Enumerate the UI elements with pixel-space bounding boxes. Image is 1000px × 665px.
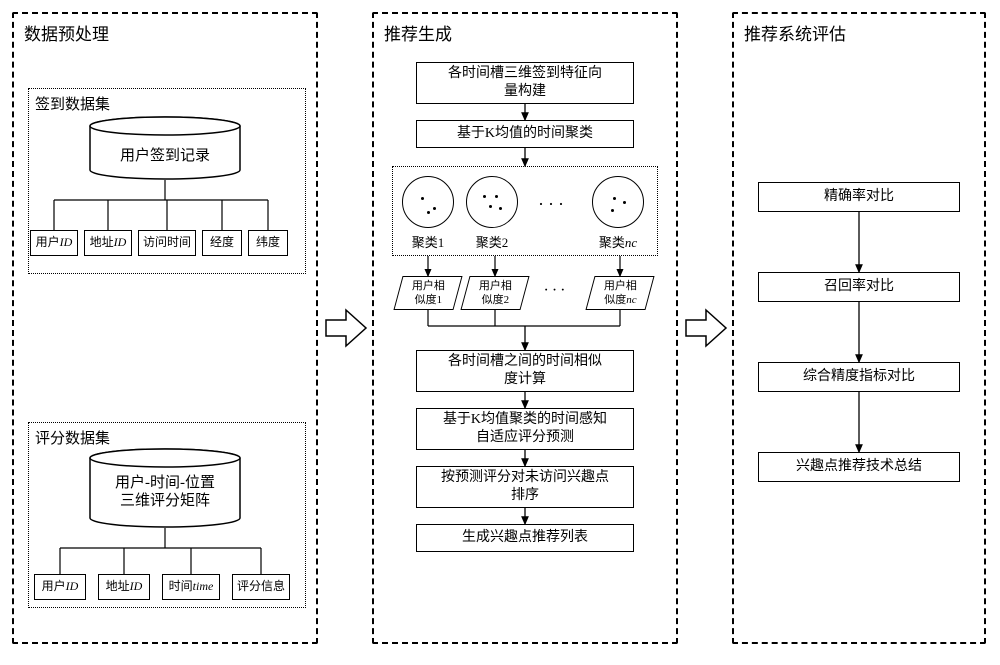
checkin-field-2: 访问时间 xyxy=(138,230,196,256)
cluster-label-2: 聚类2 xyxy=(466,232,518,251)
eval-step-3: 兴趣点推荐技术总结 xyxy=(758,452,960,482)
cluster-label-1: 聚类1 xyxy=(402,232,454,251)
rating-field-2: 时间time xyxy=(162,574,220,600)
cluster-circle-1 xyxy=(402,176,454,228)
eval-step-0: 精确率对比 xyxy=(758,182,960,212)
checkin-field-3: 经度 xyxy=(202,230,242,256)
rating-group-title: 评分数据集 xyxy=(35,427,110,448)
panel-left-title: 数据预处理 xyxy=(24,20,109,45)
step-s7: 按预测评分对未访问兴趣点排序 xyxy=(416,466,634,508)
fat-arrow-1 xyxy=(324,306,368,350)
checkin-field-4: 纬度 xyxy=(248,230,288,256)
checkin-group-title: 签到数据集 xyxy=(35,93,110,114)
panel-right-title: 推荐系统评估 xyxy=(744,20,846,45)
db-checkin-label: 用户签到记录 xyxy=(88,144,242,165)
fat-arrow-2 xyxy=(684,306,728,350)
rating-field-1: 地址ID xyxy=(98,574,150,600)
step-s8: 生成兴趣点推荐列表 xyxy=(416,524,634,552)
panel-right: 推荐系统评估 xyxy=(732,12,986,644)
step-s6: 基于K均值聚类的时间感知自适应评分预测 xyxy=(416,408,634,450)
simbox-2: 用户相似度2 xyxy=(460,276,529,310)
eval-step-1: 召回率对比 xyxy=(758,272,960,302)
cluster-ellipsis: ··· xyxy=(528,194,578,215)
rating-field-3: 评分信息 xyxy=(232,574,290,600)
cluster-circle-nc xyxy=(592,176,644,228)
simbox-nc: 用户相似度nc xyxy=(585,276,654,310)
cluster-circle-2 xyxy=(466,176,518,228)
cluster-label-nc: 聚类nc xyxy=(586,232,650,251)
panel-left: 数据预处理 签到数据集 评分数据集 xyxy=(12,12,318,644)
step-s1: 各时间槽三维签到特征向量构建 xyxy=(416,62,634,104)
checkin-field-1: 地址ID xyxy=(84,230,132,256)
step-s2: 基于K均值的时间聚类 xyxy=(416,120,634,148)
step-s5: 各时间槽之间的时间相似度计算 xyxy=(416,350,634,392)
sim-ellipsis: ··· xyxy=(532,282,580,300)
checkin-field-0: 用户ID xyxy=(30,230,78,256)
simbox-1: 用户相似度1 xyxy=(393,276,462,310)
panel-middle-title: 推荐生成 xyxy=(384,20,452,45)
db-rating-label: 用户-时间-位置三维评分矩阵 xyxy=(88,474,242,510)
eval-step-2: 综合精度指标对比 xyxy=(758,362,960,392)
rating-field-0: 用户ID xyxy=(34,574,86,600)
